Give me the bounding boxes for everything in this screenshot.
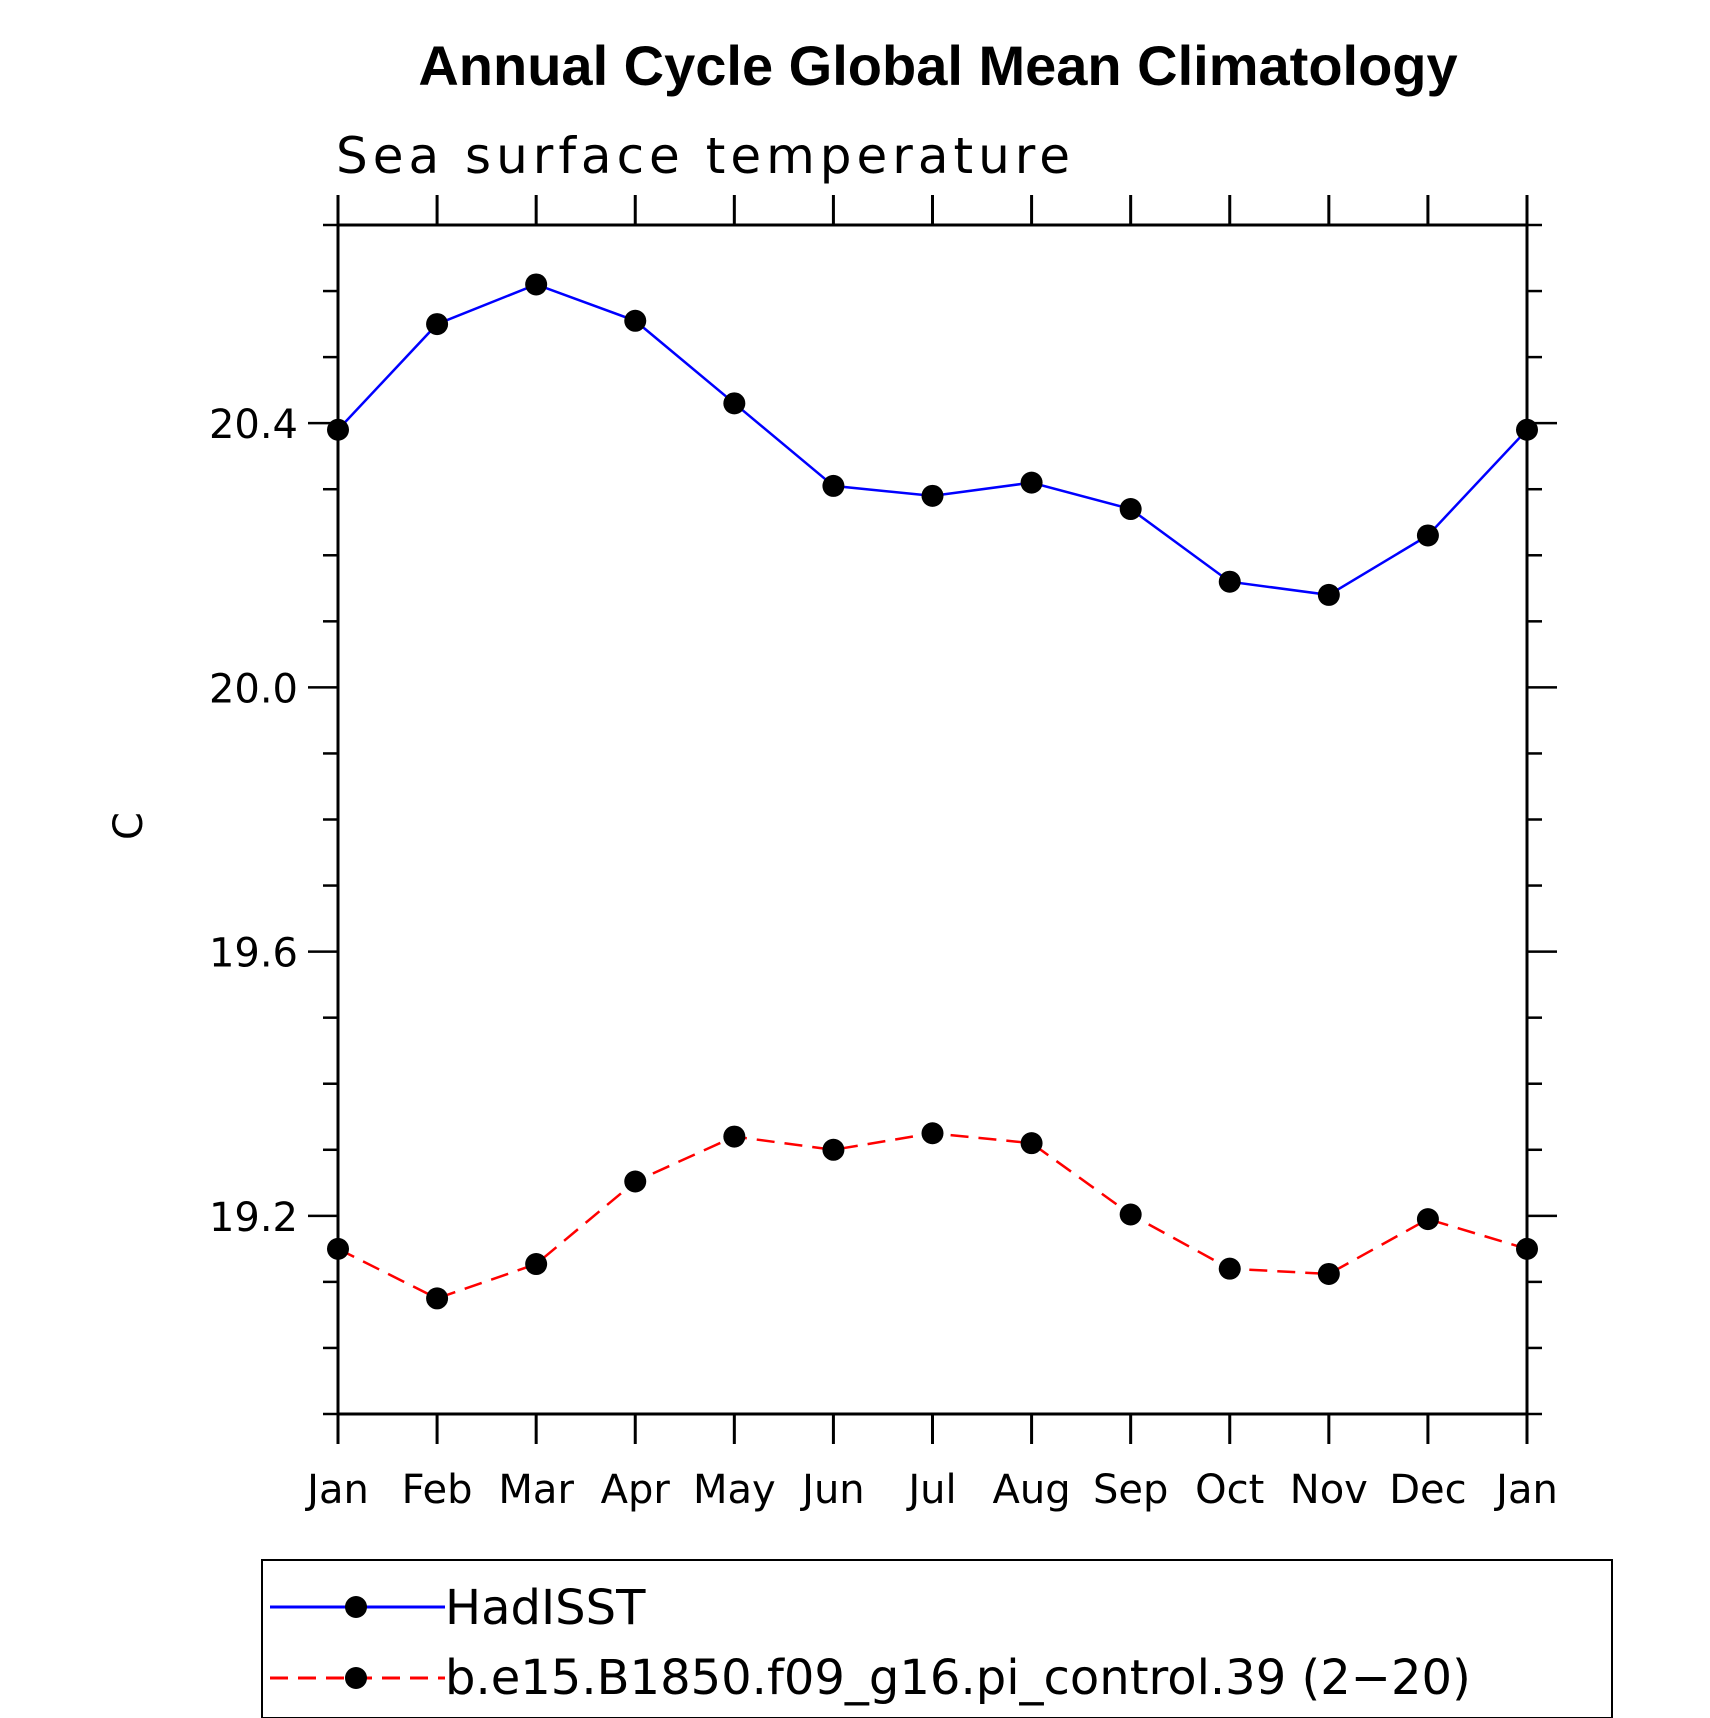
x-tick-label: Nov <box>1290 1467 1368 1513</box>
y-tick-label: 20.0 <box>209 666 298 712</box>
series-0-point <box>327 418 349 441</box>
x-tick-label: Jul <box>905 1467 956 1513</box>
y-tick-labels: 20.4 20.0 19.6 19.2 <box>209 402 298 1241</box>
series-1-point <box>921 1122 944 1145</box>
series-0-point <box>1516 418 1538 441</box>
x-tick-label: Sep <box>1093 1467 1168 1513</box>
series-0-point <box>1119 498 1142 521</box>
series-0-point <box>723 392 746 415</box>
series-1-point <box>1119 1203 1142 1226</box>
series-layer <box>327 273 1538 1310</box>
legend: HadISST b.e15.B1850.f09_g16.pi_control.3… <box>261 1559 1613 1718</box>
x-tick-label: Apr <box>601 1467 671 1513</box>
plot-axes <box>308 195 1557 1444</box>
series-1-point <box>1020 1132 1043 1155</box>
series-1-point <box>1416 1208 1439 1231</box>
y-tick-label: 19.2 <box>209 1195 298 1241</box>
series-1-point <box>1516 1237 1538 1260</box>
series-1-point <box>624 1170 647 1193</box>
legend-box <box>261 1559 1613 1718</box>
chart-title: Annual Cycle Global Mean Climatology <box>418 34 1457 97</box>
x-tick-label: Dec <box>1389 1467 1466 1513</box>
series-0-point <box>822 474 845 497</box>
series-0-point <box>624 309 647 332</box>
series-1-point <box>525 1253 548 1276</box>
x-tick-labels: Jan Feb Mar Apr May Jun Jul Aug Sep Oct Nov Dec Jan <box>304 1467 1558 1513</box>
x-tick-label: Feb <box>402 1467 473 1513</box>
series-1-point <box>426 1287 449 1310</box>
series-1-point <box>723 1125 746 1148</box>
legend-label-model: b.e15.B1850.f09_g16.pi_control.39 (2−20) <box>445 1650 1471 1706</box>
y-tick-label: 19.6 <box>209 931 298 977</box>
y-axis-label: C <box>106 812 152 840</box>
series-0-point <box>1416 524 1439 547</box>
chart-subtitle: Sea surface temperature <box>336 127 1075 185</box>
series-1-point <box>327 1237 349 1260</box>
x-tick-label: May <box>693 1467 776 1513</box>
series-0-point <box>1317 583 1340 606</box>
x-tick-label: Jan <box>304 1467 369 1513</box>
series-1-point <box>822 1138 845 1161</box>
series-0-point <box>426 313 449 336</box>
x-tick-label: Mar <box>498 1467 574 1513</box>
x-tick-label: Aug <box>993 1467 1071 1513</box>
x-tick-label: Jun <box>799 1467 865 1513</box>
legend-marker-hadisst <box>345 1596 367 1618</box>
series-1-point <box>1317 1262 1340 1285</box>
series-0-point <box>1218 570 1241 593</box>
series-0-point <box>1020 471 1043 494</box>
series-0-point <box>525 273 548 296</box>
legend-marker-model <box>345 1667 367 1689</box>
plot-frame <box>336 223 1529 1416</box>
series-0-point <box>921 484 944 507</box>
series-1-point <box>1218 1257 1241 1280</box>
x-tick-label: Oct <box>1195 1467 1264 1513</box>
series-line-0 <box>337 283 1528 597</box>
y-tick-label: 20.4 <box>209 402 298 448</box>
x-tick-label: Jan <box>1493 1467 1558 1513</box>
legend-label-hadisst: HadISST <box>445 1580 646 1636</box>
series-line-1 <box>337 1132 1528 1300</box>
